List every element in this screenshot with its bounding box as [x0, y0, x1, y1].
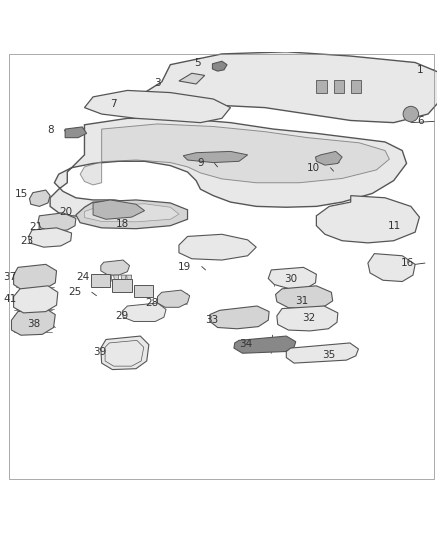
- Polygon shape: [316, 196, 420, 243]
- Text: 6: 6: [417, 116, 424, 126]
- Polygon shape: [179, 73, 205, 84]
- Bar: [351, 80, 361, 93]
- Text: 15: 15: [14, 189, 28, 199]
- Text: 35: 35: [322, 350, 335, 360]
- Polygon shape: [14, 286, 58, 313]
- Text: 30: 30: [284, 274, 297, 285]
- Text: 25: 25: [68, 287, 81, 297]
- Polygon shape: [38, 213, 76, 231]
- Polygon shape: [158, 290, 190, 308]
- Polygon shape: [210, 306, 269, 329]
- Text: 11: 11: [388, 221, 401, 231]
- Text: 7: 7: [110, 99, 117, 109]
- Polygon shape: [268, 268, 316, 289]
- Polygon shape: [368, 254, 415, 281]
- Bar: [91, 274, 110, 287]
- Polygon shape: [14, 264, 57, 290]
- Polygon shape: [29, 190, 50, 206]
- Polygon shape: [76, 200, 187, 229]
- Text: 1: 1: [417, 65, 424, 75]
- Polygon shape: [127, 275, 132, 281]
- Bar: [316, 80, 327, 93]
- Text: 18: 18: [117, 219, 130, 229]
- Polygon shape: [80, 124, 389, 185]
- Circle shape: [403, 106, 419, 122]
- Text: 28: 28: [145, 298, 158, 308]
- Text: 24: 24: [76, 272, 90, 282]
- Text: 8: 8: [47, 125, 53, 135]
- Polygon shape: [179, 235, 256, 260]
- Polygon shape: [315, 151, 342, 165]
- Polygon shape: [122, 303, 166, 321]
- Text: 5: 5: [194, 58, 201, 68]
- Text: 10: 10: [307, 163, 320, 173]
- Polygon shape: [107, 275, 112, 281]
- Text: 29: 29: [115, 311, 128, 321]
- Polygon shape: [101, 260, 130, 275]
- Polygon shape: [277, 306, 338, 331]
- Polygon shape: [28, 228, 71, 247]
- Polygon shape: [11, 309, 55, 335]
- Text: 20: 20: [59, 206, 72, 216]
- Polygon shape: [114, 275, 119, 281]
- Polygon shape: [234, 336, 296, 353]
- Text: 3: 3: [154, 78, 161, 88]
- Polygon shape: [276, 286, 333, 309]
- Polygon shape: [93, 200, 145, 219]
- Bar: [334, 80, 344, 93]
- Text: 39: 39: [94, 348, 107, 358]
- Polygon shape: [212, 61, 227, 71]
- Text: 33: 33: [205, 315, 219, 325]
- Text: 38: 38: [28, 319, 41, 329]
- Polygon shape: [286, 343, 358, 363]
- Polygon shape: [85, 204, 179, 222]
- Polygon shape: [50, 118, 406, 217]
- Text: 9: 9: [197, 158, 204, 168]
- Polygon shape: [65, 127, 87, 138]
- Text: 21: 21: [29, 222, 42, 232]
- Polygon shape: [101, 336, 149, 369]
- Text: 41: 41: [4, 294, 17, 304]
- Text: 31: 31: [295, 296, 309, 306]
- Text: 37: 37: [4, 272, 17, 282]
- Polygon shape: [136, 52, 438, 123]
- Polygon shape: [121, 275, 126, 281]
- Text: 23: 23: [21, 236, 34, 246]
- Polygon shape: [85, 91, 230, 123]
- Bar: [113, 279, 132, 292]
- Text: 32: 32: [302, 313, 315, 323]
- Text: 34: 34: [240, 339, 253, 349]
- Polygon shape: [183, 151, 247, 163]
- Bar: [134, 285, 153, 297]
- Text: 19: 19: [178, 262, 191, 271]
- Text: 16: 16: [401, 258, 414, 268]
